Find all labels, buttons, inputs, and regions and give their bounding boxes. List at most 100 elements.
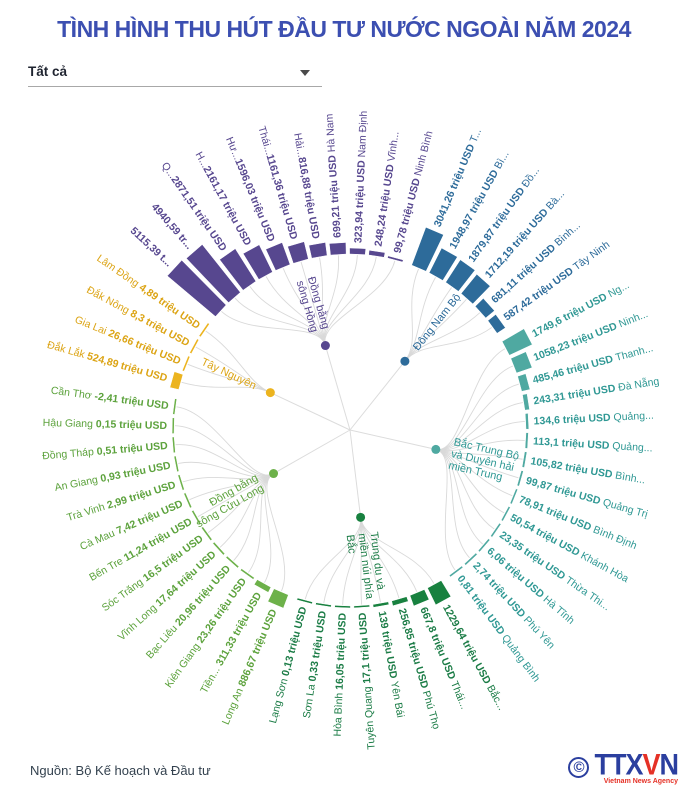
bar-region4-item12[interactable] [172, 398, 178, 415]
link-curve [249, 286, 326, 346]
link-curve [435, 420, 525, 451]
region-node[interactable] [269, 469, 279, 479]
region-node[interactable] [400, 356, 410, 366]
bar-region2-item11[interactable] [477, 538, 491, 553]
bar-region2-item13[interactable] [448, 565, 464, 578]
region-node[interactable] [265, 388, 275, 398]
bar-region4-item11[interactable] [171, 417, 175, 434]
link-curve [233, 473, 274, 561]
link-curve [323, 517, 362, 604]
bar-region0-item7[interactable] [328, 242, 347, 256]
bar-label: Sơn La 0,33 triệu USD [301, 610, 329, 719]
bar-region3-item6[interactable] [315, 602, 332, 608]
bar-region1-item4[interactable] [474, 297, 495, 319]
bar-region4-item10[interactable] [171, 436, 176, 454]
bar-label: Cần Thơ -2,41 triệu USD [50, 385, 170, 413]
bar-region0-item6[interactable] [308, 242, 328, 259]
bar-region0-item3[interactable] [242, 244, 273, 280]
link-curve [324, 256, 377, 346]
bar-region3-item5[interactable] [334, 605, 351, 609]
bar-region0-item4[interactable] [265, 242, 291, 271]
bar-region3-item7[interactable] [296, 597, 313, 605]
bar-region4-item3[interactable] [225, 555, 240, 569]
link-curve [360, 517, 435, 584]
bar-region0-item5[interactable] [287, 241, 309, 264]
bar-label: 113,1 triệu USD Quảng... [533, 435, 653, 454]
region-filter-dropdown[interactable]: Tất cả [28, 62, 322, 87]
bar-region3-item4[interactable] [353, 604, 370, 609]
bar-region3-item1[interactable] [409, 589, 430, 607]
source-note: Nguồn: Bộ Kế hoạch và Đầu tư [30, 763, 211, 778]
region-node[interactable] [320, 341, 330, 351]
link-curve [360, 517, 381, 603]
region-node[interactable] [356, 512, 366, 522]
bar-region2-item9[interactable] [500, 506, 511, 522]
region-spoke [349, 360, 406, 431]
bar-region2-item5[interactable] [524, 432, 529, 449]
bar-region5-item2[interactable] [189, 338, 200, 354]
bar-region4-item5[interactable] [200, 526, 213, 542]
bar-region4-item6[interactable] [191, 509, 202, 526]
bar-region3-item0[interactable] [427, 580, 452, 606]
link-curve [205, 330, 271, 394]
link-curve [435, 402, 523, 451]
link-curve [323, 255, 358, 346]
link-curve [404, 287, 452, 362]
bar-region2-item10[interactable] [490, 522, 502, 538]
bar-region2-item7[interactable] [516, 470, 524, 487]
bar-region4-item1[interactable] [253, 579, 272, 593]
link-curve [435, 383, 519, 451]
region-spoke [273, 429, 351, 474]
link-curve [176, 406, 274, 476]
link-curve [264, 473, 274, 583]
bar-region2-item1[interactable] [510, 351, 533, 374]
bar-region1-item5[interactable] [487, 314, 506, 334]
bar-region1-item1[interactable] [428, 247, 458, 281]
bar-region2-item3[interactable] [522, 393, 530, 411]
bar-region4-item0[interactable] [267, 588, 289, 609]
region-label: Đồng bằngsông Hồng [293, 275, 332, 334]
bar-region2-item12[interactable] [464, 552, 478, 566]
region-spoke [349, 429, 362, 518]
bar-region4-item4[interactable] [212, 541, 226, 556]
bar-region0-item8[interactable] [349, 247, 367, 255]
bar-region0-item0[interactable] [166, 259, 227, 317]
bar-region2-item2[interactable] [517, 373, 531, 392]
link-curve [304, 517, 362, 600]
link-curve [435, 448, 456, 571]
bar-region4-item8[interactable] [177, 474, 185, 491]
region-spoke [270, 392, 351, 431]
bar-region5-item0[interactable] [169, 371, 184, 390]
bar-region4-item2[interactable] [239, 568, 255, 580]
bar-region1-item3[interactable] [460, 273, 491, 305]
bar-region2-item0[interactable] [501, 328, 533, 356]
region-label: Bắc Trung Bộvà Duyên hảimiền Trung [447, 435, 520, 486]
region-node[interactable] [431, 444, 441, 454]
link-curve [219, 473, 274, 548]
bar-label: 5115,39 t... [128, 225, 175, 270]
bar-region5-item1[interactable] [181, 355, 191, 372]
bar-region2-item4[interactable] [524, 413, 530, 430]
bar-label: Hậu Giang 0,15 triệu USD [43, 417, 168, 432]
copyright-icon: © [568, 757, 590, 778]
region-spoke [324, 345, 351, 431]
link-curve [234, 297, 326, 346]
bar-region0-item1[interactable] [185, 244, 241, 303]
bar-region0-item9[interactable] [368, 249, 386, 258]
bar-region2-item8[interactable] [509, 488, 519, 505]
bar-region2-item6[interactable] [521, 451, 528, 468]
bar-region1-item2[interactable] [445, 259, 476, 292]
bar-label: Q...2871,51 triệu USD [159, 160, 229, 254]
link-curve [221, 310, 326, 346]
link-curve [435, 348, 506, 450]
bar-region3-item3[interactable] [372, 601, 390, 608]
bar-label: 134,6 triệu USD Quảng... [533, 410, 654, 428]
link-curve [360, 517, 418, 592]
bar-region4-item7[interactable] [183, 492, 193, 509]
bar-region1-item0[interactable] [411, 226, 444, 272]
bar-region4-item9[interactable] [173, 455, 180, 473]
bar-region5-item3[interactable] [198, 322, 210, 338]
bar-region0-item10[interactable] [387, 255, 404, 263]
bar-region0-item2[interactable] [219, 248, 257, 291]
bar-region3-item2[interactable] [391, 596, 409, 607]
